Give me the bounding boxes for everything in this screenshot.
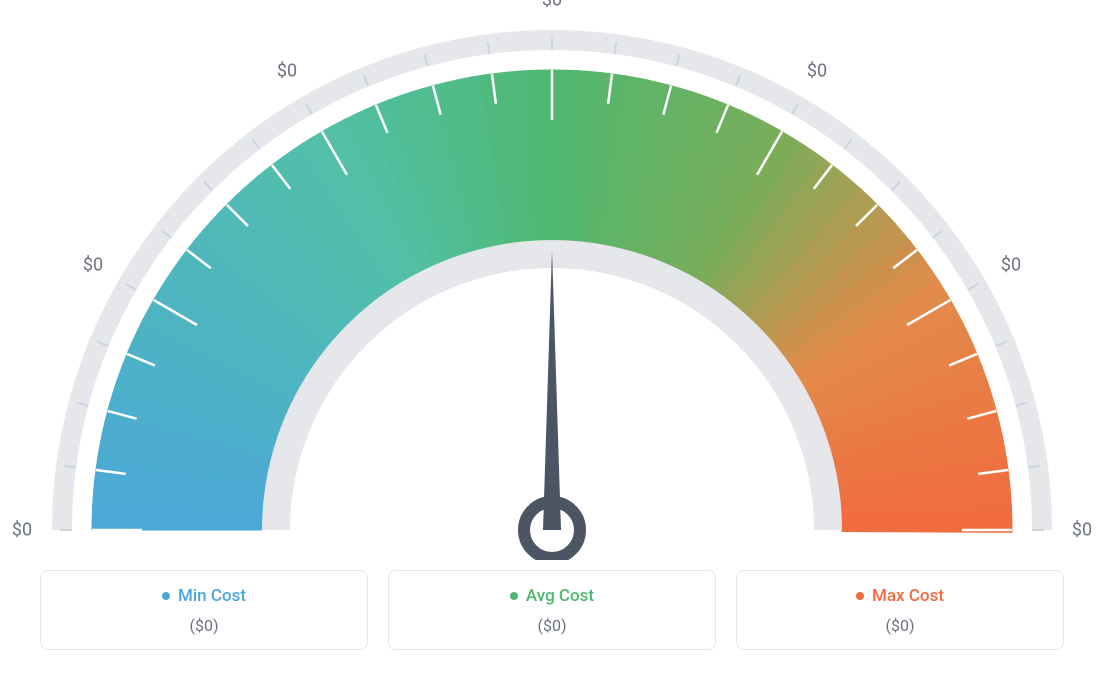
legend-label-max: Max Cost — [872, 586, 944, 606]
legend-title-max: Max Cost — [856, 586, 944, 606]
gauge-scale-label: $0 — [542, 0, 562, 11]
gauge-scale-label: $0 — [83, 255, 103, 276]
legend-value-avg: ($0) — [409, 616, 695, 635]
legend: Min Cost ($0) Avg Cost ($0) Max Cost ($0… — [0, 570, 1104, 650]
legend-dot-min — [162, 592, 170, 600]
gauge-scale-label: $0 — [807, 61, 827, 82]
legend-title-min: Min Cost — [162, 586, 246, 606]
legend-item-avg: Avg Cost ($0) — [388, 570, 716, 650]
gauge-scale-label: $0 — [12, 520, 32, 541]
legend-dot-max — [856, 592, 864, 600]
legend-value-min: ($0) — [61, 616, 347, 635]
legend-label-avg: Avg Cost — [526, 586, 594, 606]
legend-dot-avg — [510, 592, 518, 600]
legend-item-max: Max Cost ($0) — [736, 570, 1064, 650]
gauge-chart — [0, 0, 1104, 560]
gauge-container: $0 $0 $0 $0 $0 $0 $0 — [0, 0, 1104, 560]
legend-value-max: ($0) — [757, 616, 1043, 635]
legend-title-avg: Avg Cost — [510, 586, 594, 606]
gauge-scale-label: $0 — [1001, 255, 1021, 276]
gauge-scale-label: $0 — [1072, 520, 1092, 541]
gauge-scale-label: $0 — [277, 61, 297, 82]
legend-item-min: Min Cost ($0) — [40, 570, 368, 650]
legend-label-min: Min Cost — [178, 586, 246, 606]
